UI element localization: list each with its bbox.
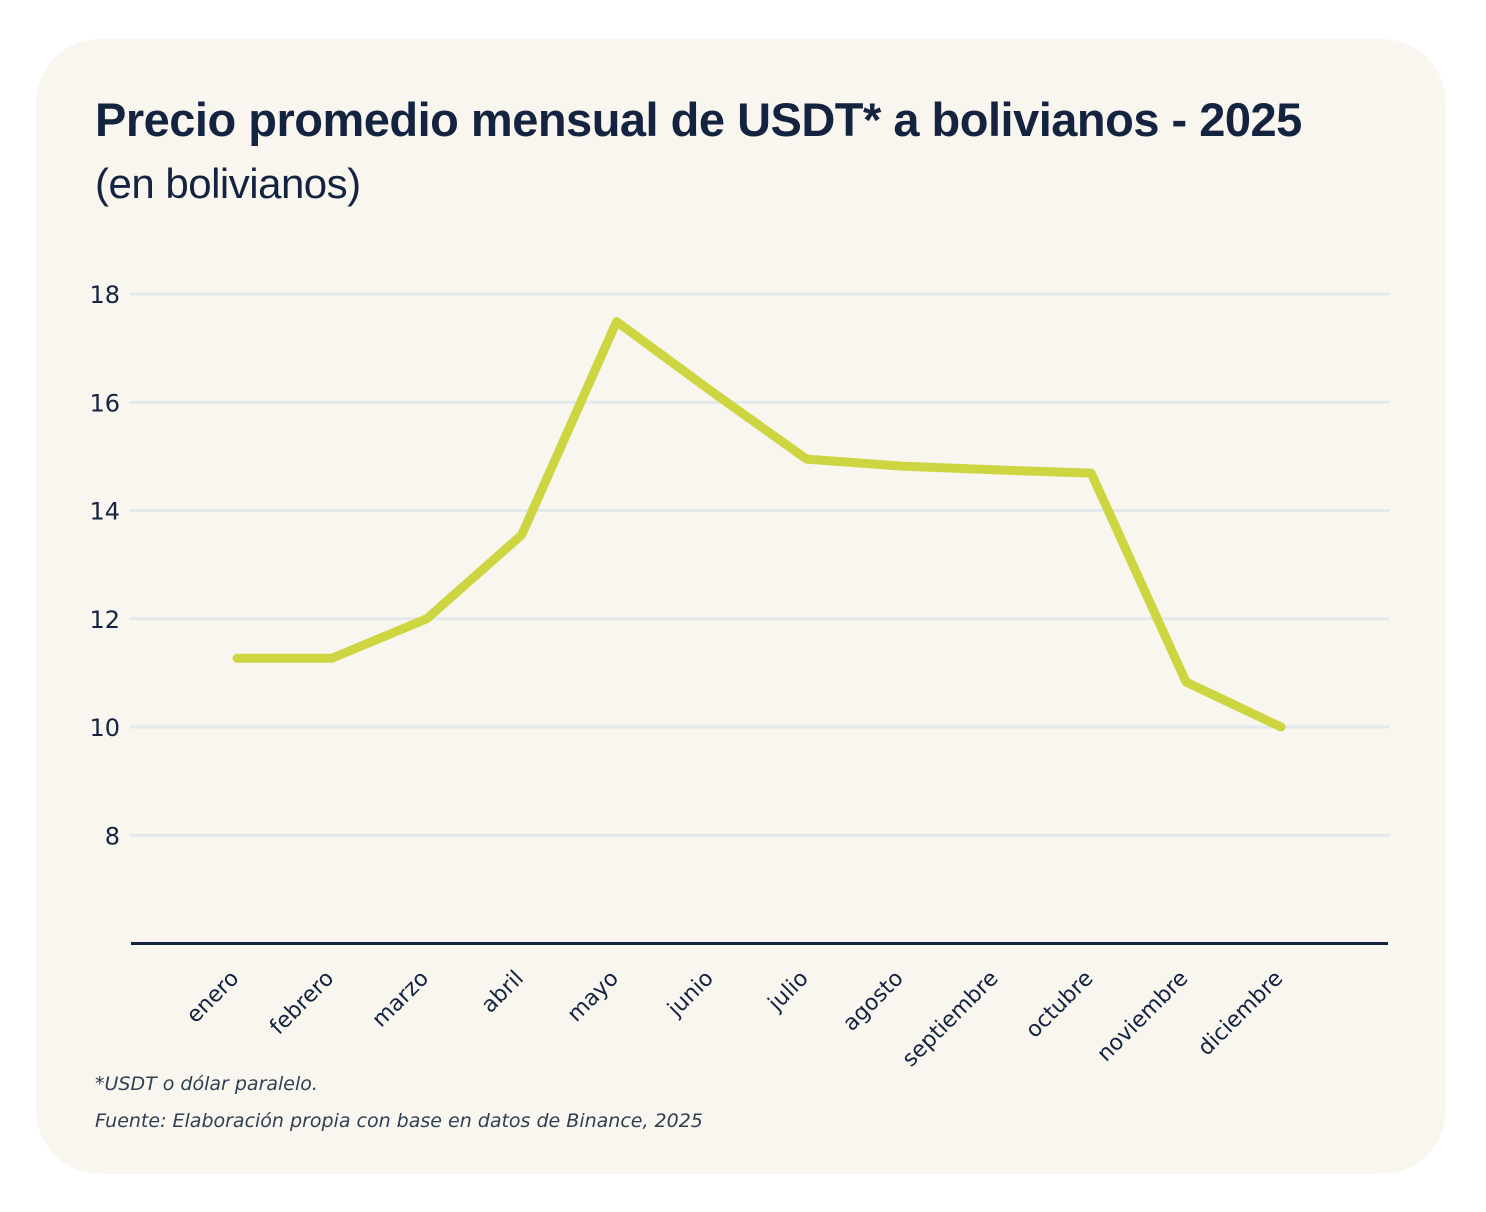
x-tick-label: septiembre [898,966,1004,1072]
y-tick-label: 16 [89,389,120,417]
y-tick-label: 12 [89,606,120,634]
x-tick-label: junio [663,966,719,1022]
chart-title: Precio promedio mensual de USDT* a boliv… [95,93,1302,146]
x-tick-label: enero [182,966,244,1028]
x-axis-ticks: enero febrero marzo abril mayo junio julio agos… [182,966,1288,1072]
y-tick-label: 8 [105,822,120,850]
y-tick-label: 18 [89,281,120,309]
x-tick-label: julio [763,966,814,1017]
x-tick-label: agosto [838,966,908,1036]
footnote: *USDT o dólar paralelo. [95,1073,318,1095]
source-note: Fuente: Elaboración propia con base en d… [95,1110,703,1132]
x-tick-label: febrero [265,966,339,1040]
chart-card [36,39,1446,1174]
x-tick-label: octubre [1021,966,1098,1043]
x-tick-label: abril [477,966,529,1018]
series-line-group [232,317,1286,732]
y-tick-label: 10 [89,714,120,742]
gridlines [129,292,1390,837]
series-line [232,317,1286,732]
x-tick-label: noviembre [1093,966,1194,1067]
x-tick-label: diciembre [1193,966,1288,1061]
x-tick-label: mayo [563,966,624,1027]
y-axis-ticks: 8 10 12 14 16 18 [89,281,120,850]
y-tick-label: 14 [89,498,120,526]
chart-subtitle: (en bolivianos) [95,160,361,207]
x-tick-label: marzo [368,966,434,1032]
